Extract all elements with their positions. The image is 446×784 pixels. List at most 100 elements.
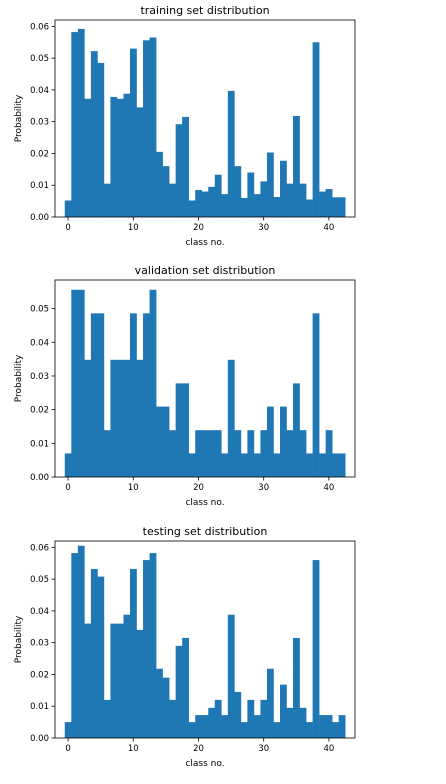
chart-panel-0: training set distribution class no. Probab… bbox=[14, 4, 356, 248]
y-tick-label: 0.05 bbox=[30, 54, 49, 64]
bar-class-42 bbox=[338, 715, 346, 738]
bar-class-0 bbox=[64, 722, 72, 738]
bar-class-31 bbox=[266, 406, 274, 477]
bar-class-3 bbox=[84, 623, 92, 738]
bar-class-36 bbox=[299, 183, 307, 217]
bar-class-29 bbox=[253, 715, 261, 738]
x-tick-label: 20 bbox=[193, 744, 204, 754]
y-tick-label: 0.02 bbox=[30, 406, 49, 416]
x-tick-label: 20 bbox=[193, 223, 204, 233]
y-tick-label: 0.02 bbox=[30, 149, 49, 159]
bar-class-23 bbox=[214, 430, 222, 477]
bar-class-22 bbox=[208, 707, 216, 738]
bar-class-7 bbox=[110, 623, 118, 738]
plot-frame bbox=[54, 540, 356, 739]
y-tick-label: 0.05 bbox=[30, 575, 49, 585]
bar-class-13 bbox=[149, 289, 157, 477]
x-tick-label: 10 bbox=[128, 483, 139, 493]
bar-class-5 bbox=[97, 62, 105, 218]
bar-class-14 bbox=[156, 668, 163, 738]
bar-class-17 bbox=[175, 124, 183, 217]
bar-class-41 bbox=[332, 722, 339, 738]
y-tick-label: 0.03 bbox=[30, 118, 49, 128]
bar-class-37 bbox=[306, 453, 313, 477]
plot-frame bbox=[54, 279, 356, 478]
bar-class-35 bbox=[293, 115, 300, 217]
bar-class-24 bbox=[221, 453, 229, 477]
y-tick-label: 0.01 bbox=[30, 181, 49, 191]
bar-class-25 bbox=[227, 359, 235, 477]
bar-class-21 bbox=[201, 430, 209, 477]
x-tick-label: 10 bbox=[128, 223, 139, 233]
bar-class-4 bbox=[90, 51, 98, 217]
bar-class-41 bbox=[332, 453, 339, 477]
chart-panel-2: testing set distribution class no. Probabi… bbox=[14, 525, 356, 769]
y-tick-label: 0.06 bbox=[30, 22, 49, 32]
bar-class-31 bbox=[266, 668, 274, 738]
bar-class-20 bbox=[195, 715, 203, 738]
bar-class-23 bbox=[214, 174, 222, 217]
y-tick-label: 0.04 bbox=[30, 86, 49, 96]
bar-class-25 bbox=[227, 90, 235, 217]
bar-class-20 bbox=[195, 189, 203, 217]
bar-class-34 bbox=[286, 707, 294, 738]
bar-class-24 bbox=[221, 194, 229, 217]
bar-class-3 bbox=[84, 359, 92, 477]
bar-class-18 bbox=[182, 116, 189, 217]
x-tick-label: 40 bbox=[323, 223, 334, 233]
bar-class-27 bbox=[240, 722, 248, 738]
y-tick-label: 0.06 bbox=[30, 543, 49, 553]
bar-class-7 bbox=[110, 96, 118, 217]
bar-class-11 bbox=[136, 629, 144, 738]
bar-class-13 bbox=[149, 553, 157, 738]
bar-class-28 bbox=[247, 699, 255, 738]
bar-class-15 bbox=[162, 677, 170, 738]
x-tick-label: 10 bbox=[128, 744, 139, 754]
bar-class-21 bbox=[201, 715, 209, 738]
bar-class-4 bbox=[90, 313, 98, 477]
bar-class-34 bbox=[286, 430, 294, 477]
bar-class-17 bbox=[175, 383, 183, 477]
bar-class-26 bbox=[234, 166, 242, 217]
bar-class-30 bbox=[260, 699, 268, 738]
bar-class-38 bbox=[312, 560, 320, 738]
x-tick-label: 30 bbox=[258, 483, 269, 493]
x-tick-label: 0 bbox=[65, 223, 70, 233]
y-tick-label: 0.03 bbox=[30, 639, 49, 649]
bar-class-35 bbox=[293, 383, 300, 477]
bar-class-39 bbox=[319, 453, 326, 477]
x-tick-label: 30 bbox=[258, 744, 269, 754]
bar-class-41 bbox=[332, 197, 339, 217]
y-tick-label: 0.00 bbox=[30, 734, 49, 744]
bar-class-7 bbox=[110, 359, 118, 477]
x-tick-label: 0 bbox=[65, 483, 70, 493]
chart-title: validation set distribution bbox=[135, 264, 276, 277]
bar-class-9 bbox=[123, 93, 131, 217]
bar-class-33 bbox=[280, 406, 287, 477]
y-tick-label: 0.04 bbox=[30, 607, 49, 617]
bar-class-19 bbox=[188, 722, 196, 738]
bar-class-29 bbox=[253, 453, 261, 477]
x-tick-label: 30 bbox=[258, 223, 269, 233]
bar-class-26 bbox=[234, 691, 242, 738]
y-axis-label: Probability bbox=[14, 615, 24, 663]
bar-class-15 bbox=[162, 406, 170, 477]
bar-class-29 bbox=[253, 194, 261, 217]
bar-class-10 bbox=[130, 568, 137, 738]
x-tick-label: 20 bbox=[193, 483, 204, 493]
x-tick-label: 40 bbox=[323, 744, 334, 754]
bar-class-36 bbox=[299, 707, 307, 738]
bar-class-15 bbox=[162, 166, 170, 217]
x-tick-label: 0 bbox=[65, 744, 70, 754]
bar-class-25 bbox=[227, 614, 235, 738]
bar-class-12 bbox=[143, 40, 150, 218]
bar-class-5 bbox=[97, 576, 105, 738]
bar-class-39 bbox=[319, 191, 326, 217]
bar-class-11 bbox=[136, 107, 144, 217]
bar-class-6 bbox=[103, 430, 111, 477]
bar-class-4 bbox=[90, 568, 98, 738]
bar-class-24 bbox=[221, 715, 229, 738]
bar-class-35 bbox=[293, 637, 300, 738]
y-tick-label: 0.00 bbox=[30, 213, 49, 223]
